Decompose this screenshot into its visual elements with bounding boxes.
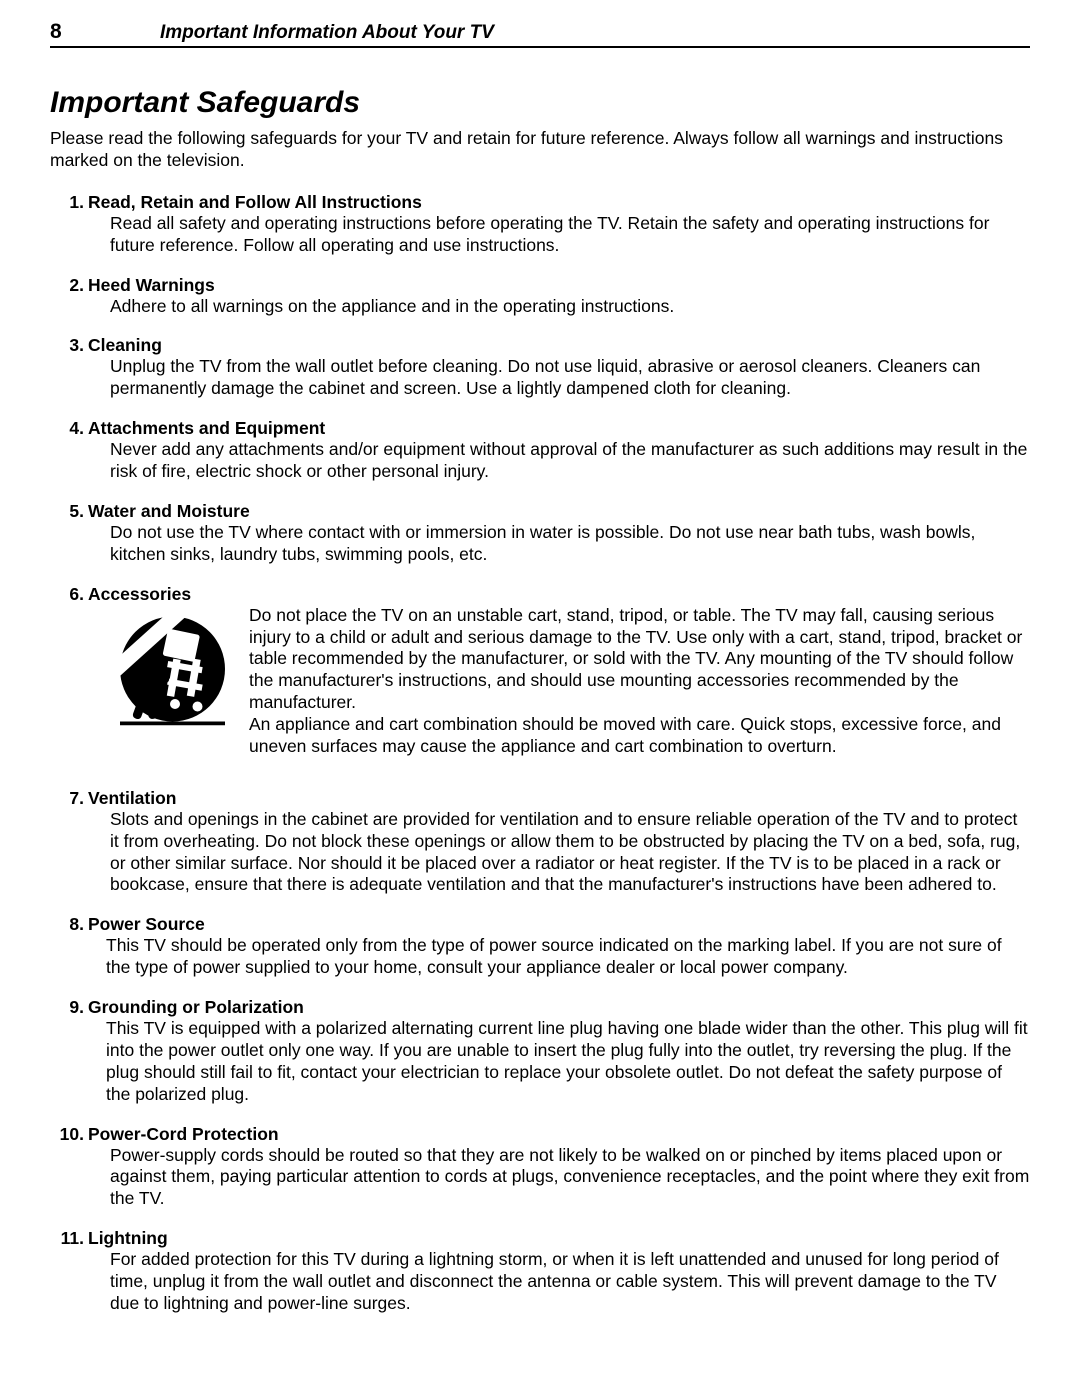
item-title: Attachments and Equipment	[88, 418, 325, 438]
list-item: 8. Power Source This TV should be operat…	[88, 914, 1030, 979]
item-number: 4.	[54, 418, 84, 439]
item-number: 9.	[54, 997, 84, 1018]
item-number: 11.	[54, 1228, 84, 1249]
tipping-cart-warning-icon	[110, 609, 235, 739]
item-number: 5.	[54, 501, 84, 522]
item-title: Ventilation	[88, 788, 176, 808]
item-title: Cleaning	[88, 335, 162, 355]
item-number: 7.	[54, 788, 84, 809]
main-title: Important Safeguards	[50, 86, 1030, 120]
list-item: 9. Grounding or Polarization This TV is …	[88, 997, 1030, 1106]
list-item: 5. Water and Moisture Do not use the TV …	[88, 501, 1030, 566]
item-body: Never add any attachments and/or equipme…	[88, 439, 1030, 483]
item-number: 6.	[54, 584, 84, 605]
item-title: Grounding or Polarization	[88, 997, 304, 1017]
item-title: Water and Moisture	[88, 501, 250, 521]
item-title: Lightning	[88, 1228, 168, 1248]
item-body: Do not place the TV on an unstable cart,…	[249, 605, 1030, 758]
item-body-para: Do not place the TV on an unstable cart,…	[249, 605, 1030, 714]
item-title: Power Source	[88, 914, 205, 934]
list-item: 1. Read, Retain and Follow All Instructi…	[88, 192, 1030, 257]
list-item: 10. Power-Cord Protection Power-supply c…	[88, 1124, 1030, 1211]
item-body: Power-supply cords should be routed so t…	[88, 1145, 1030, 1211]
header-title: Important Information About Your TV	[160, 22, 494, 44]
item-body: Read all safety and operating instructio…	[88, 213, 1030, 257]
item-body: This TV is equipped with a polarized alt…	[88, 1018, 1030, 1106]
list-item: 7. Ventilation Slots and openings in the…	[88, 788, 1030, 897]
item-body: Do not use the TV where contact with or …	[88, 522, 1030, 566]
item-body-para: An appliance and cart combination should…	[249, 714, 1030, 758]
list-item: 2. Heed Warnings Adhere to all warnings …	[88, 275, 1030, 318]
page-header: 8 Important Information About Your TV	[50, 20, 1030, 48]
list-item: 11. Lightning For added protection for t…	[88, 1228, 1030, 1315]
safeguards-list: 1. Read, Retain and Follow All Instructi…	[50, 192, 1030, 1315]
item-body: For added protection for this TV during …	[88, 1249, 1030, 1315]
item-body: Slots and openings in the cabinet are pr…	[88, 809, 1030, 897]
item-body: Adhere to all warnings on the appliance …	[88, 296, 1030, 318]
intro-text: Please read the following safeguards for…	[50, 128, 1030, 172]
item-body: This TV should be operated only from the…	[88, 935, 1030, 979]
item-number: 8.	[54, 914, 84, 935]
list-item: 4. Attachments and Equipment Never add a…	[88, 418, 1030, 483]
item-title: Power-Cord Protection	[88, 1124, 279, 1144]
item-title: Heed Warnings	[88, 275, 215, 295]
item-title: Accessories	[88, 584, 191, 604]
item-number: 2.	[54, 275, 84, 296]
list-item: 6. Accessories	[88, 584, 1030, 758]
item-body: Unplug the TV from the wall outlet befor…	[88, 356, 1030, 400]
page-number: 8	[50, 20, 160, 44]
item-number: 3.	[54, 335, 84, 356]
item-number: 10.	[54, 1124, 84, 1145]
item-number: 1.	[54, 192, 84, 213]
list-item: 3. Cleaning Unplug the TV from the wall …	[88, 335, 1030, 400]
item-title: Read, Retain and Follow All Instructions	[88, 192, 422, 212]
